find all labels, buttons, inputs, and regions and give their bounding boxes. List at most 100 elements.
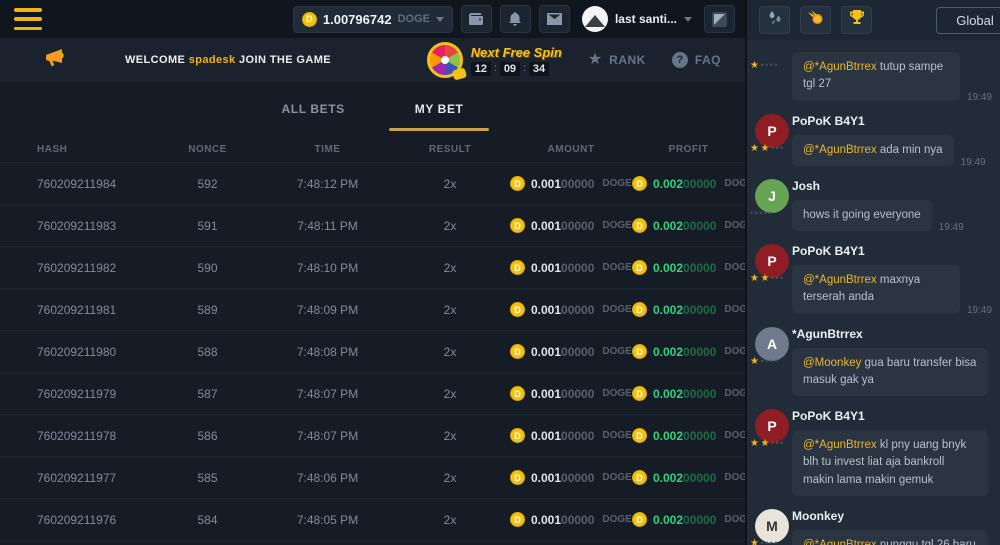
user-menu[interactable]: last santi... xyxy=(581,6,692,32)
bet-amount: D 0.00100000 DOGE xyxy=(510,428,632,443)
amount-currency: DOGE xyxy=(602,514,632,525)
chat-message: ★•••• @*AgunBtrrex tutup sampe tgl 27 19:4… xyxy=(747,52,992,103)
megaphone-icon xyxy=(44,48,67,73)
bet-profit: D0.00200000DOGE xyxy=(632,260,745,275)
chat-bubble: @Moonkey gua baru transfer bisa masuk ga… xyxy=(792,347,988,396)
chat-channel-button[interactable]: Global xyxy=(936,6,1000,34)
chat-mention[interactable]: @*AgunBtrrex xyxy=(803,143,877,156)
chat-avatar[interactable]: P xyxy=(755,244,789,278)
mail-icon xyxy=(546,13,562,25)
announcement-text: WELCOME spadesk JOIN THE GAME xyxy=(125,54,331,66)
user-rating: ★•••• xyxy=(750,538,790,545)
chat-mention[interactable]: @*AgunBtrrex xyxy=(803,274,877,286)
table-row[interactable]: 760209211982 590 7:48:10 PM 2x D 0.00100000 DO… xyxy=(0,247,745,289)
fireball-button[interactable] xyxy=(800,6,831,34)
bet-amount: D 0.00100000 DOGE xyxy=(510,470,632,485)
doge-coin-icon: D xyxy=(632,386,647,401)
messages-button[interactable] xyxy=(538,5,570,33)
chat-avatar[interactable]: J xyxy=(755,178,789,213)
doge-coin-icon: D xyxy=(632,260,647,275)
chat-message: P PoPoK B4Y1 ★★••• @*AgunBtrrex kl pny uang… xyxy=(747,409,992,496)
chat-username[interactable]: *AgunBtrrex xyxy=(792,326,863,341)
rain-icon xyxy=(767,10,783,30)
rating-dot-icon: • xyxy=(763,207,769,218)
doge-coin-icon: D xyxy=(632,176,647,191)
contest-button[interactable] xyxy=(841,6,872,34)
rating-dot-icon: • xyxy=(774,355,780,366)
bet-amount: D 0.00100000 DOGE xyxy=(510,260,632,275)
table-row[interactable]: 760209211984 592 7:48:12 PM 2x D 0.00100000 DO… xyxy=(0,163,745,205)
bet-nonce: 592 xyxy=(197,176,218,191)
welcome-suffix: JOIN THE GAME xyxy=(239,54,332,66)
bet-profit: D0.00200000DOGE xyxy=(632,218,745,233)
chat-timestamp: 19:49 xyxy=(966,304,992,316)
notifications-button[interactable] xyxy=(499,5,531,33)
chat-username[interactable]: Josh xyxy=(792,178,821,193)
bet-nonce: 590 xyxy=(197,260,218,275)
bet-time: 7:48:07 PM xyxy=(296,428,359,443)
rating-dot-icon: • xyxy=(770,142,776,153)
chat-username[interactable]: PoPoK B4Y1 xyxy=(792,409,865,423)
bet-hash: 760209211978 xyxy=(37,428,117,443)
chat-avatar[interactable]: A xyxy=(755,326,789,361)
table-row[interactable]: 760209211978 586 7:48:07 PM 2x D 0.00100000 DO… xyxy=(0,415,745,457)
amount-currency: DOGE xyxy=(602,346,632,357)
doge-coin-icon: D xyxy=(510,512,525,527)
chat-username[interactable]: Moonkey xyxy=(792,508,845,523)
chat-message: A *AgunBtrrex ★•••• @Moonkey gua baru trans… xyxy=(747,326,992,396)
bet-hash: 760209211977 xyxy=(37,470,117,485)
table-row[interactable]: 760209211977 585 7:48:06 PM 2x D 0.00100000 DO… xyxy=(0,457,745,499)
chat-mention[interactable]: @*AgunBtrrex xyxy=(803,439,877,451)
rank-link[interactable]: ★ RANK xyxy=(588,52,646,68)
user-rating: ★•••• xyxy=(750,60,790,71)
chat-mention[interactable]: @Moonkey xyxy=(803,356,862,369)
table-row[interactable]: 760209211980 588 7:48:08 PM 2x D 0.00100000 DO… xyxy=(0,331,745,373)
doge-coin-icon: D xyxy=(510,428,525,443)
chat-bubble: hows it going everyone xyxy=(792,199,932,231)
chevron-down-icon xyxy=(684,16,692,22)
chat-avatar[interactable]: M xyxy=(755,508,789,543)
bet-amount: D 0.00100000 DOGE xyxy=(510,218,632,233)
wallet-button[interactable] xyxy=(460,5,492,33)
table-row[interactable]: 760209211981 589 7:48:09 PM 2x D 0.00100000 DO… xyxy=(0,289,745,331)
panel-toggle-button[interactable] xyxy=(704,5,735,33)
bet-nonce: 588 xyxy=(197,344,218,359)
rating-dot-icon: • xyxy=(774,537,780,545)
bet-nonce: 591 xyxy=(197,218,218,233)
tab-my-bet[interactable]: MY BET xyxy=(403,82,476,136)
user-rating: ★•••• xyxy=(750,356,790,367)
table-row[interactable]: 760209211983 591 7:48:11 PM 2x D 0.00100000 DO… xyxy=(0,205,745,247)
chat-mention[interactable]: @*AgunBtrrex xyxy=(803,538,877,545)
doge-coin-icon: D xyxy=(632,218,647,233)
rating-dot-icon: • xyxy=(754,207,760,218)
chat-username[interactable]: PoPoK B4Y1 xyxy=(792,113,865,128)
bet-nonce: 589 xyxy=(197,302,218,317)
chat-avatar[interactable]: P xyxy=(755,113,789,148)
profit-currency: DOGE xyxy=(724,220,745,231)
faq-link[interactable]: ? FAQ xyxy=(671,52,721,68)
profit-currency: DOGE xyxy=(724,514,745,525)
bet-hash: 760209211980 xyxy=(37,344,117,359)
table-row[interactable]: 760209211976 584 7:48:05 PM 2x D 0.00100000 DO… xyxy=(0,499,745,541)
rating-dot-icon: • xyxy=(750,207,755,218)
bet-hash: 760209211976 xyxy=(37,512,117,527)
tab-all-bets[interactable]: ALL BETS xyxy=(281,102,345,116)
rain-button[interactable] xyxy=(759,6,790,34)
chat-mention[interactable]: @*AgunBtrrex xyxy=(803,61,877,73)
chat-username[interactable]: PoPoK B4Y1 xyxy=(792,244,865,258)
chat-avatar[interactable]: P xyxy=(755,409,789,443)
rating-dot-icon: • xyxy=(768,207,774,218)
star-icon: ★ xyxy=(587,51,603,68)
user-rating: ★★••• xyxy=(750,143,790,154)
bet-result: 2x xyxy=(443,386,457,401)
balance-currency: DOGE xyxy=(397,13,430,25)
free-spin-widget[interactable]: Next Free Spin 12:09:34 xyxy=(426,42,562,81)
bet-time: 7:48:12 PM xyxy=(296,176,359,191)
rating-dot-icon: • xyxy=(765,355,770,366)
table-row[interactable]: 760209211979 587 7:48:07 PM 2x D 0.00100000 DO… xyxy=(0,373,745,415)
rating-dot-icon: • xyxy=(770,438,776,448)
hamburger-menu-icon[interactable] xyxy=(14,8,42,30)
star-icon: ★ xyxy=(750,60,761,71)
balance-selector[interactable]: D 1.00796742 DOGE xyxy=(292,5,453,33)
